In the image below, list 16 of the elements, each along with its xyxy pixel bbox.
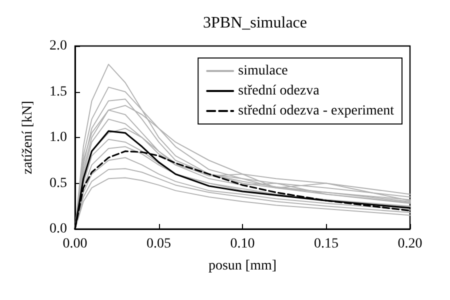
x-axis-title: posun [mm]: [208, 258, 277, 274]
y-tick-label: 2.0: [50, 38, 67, 54]
y-tick-label: 1.5: [50, 84, 67, 100]
y-tick-label: 1.0: [50, 130, 67, 145]
legend-label: střední odezva - experiment: [238, 104, 394, 118]
legend-label: střední odezva: [238, 84, 320, 98]
y-tick-label: 0.0: [50, 222, 67, 236]
y-tick-label: 0.5: [50, 176, 67, 191]
x-tick-label: 0.00: [62, 236, 88, 252]
x-tick-label: 0.05: [146, 236, 171, 252]
chart-title: 3PBN_simulace: [203, 14, 307, 32]
y-axis-title: zatížení [kN]: [20, 100, 36, 174]
x-tick-label: 0.10: [230, 236, 255, 252]
legend-label: simulace: [238, 64, 288, 78]
x-tick-label: 0.15: [314, 236, 338, 252]
x-tick-label: 0.20: [398, 236, 422, 252]
